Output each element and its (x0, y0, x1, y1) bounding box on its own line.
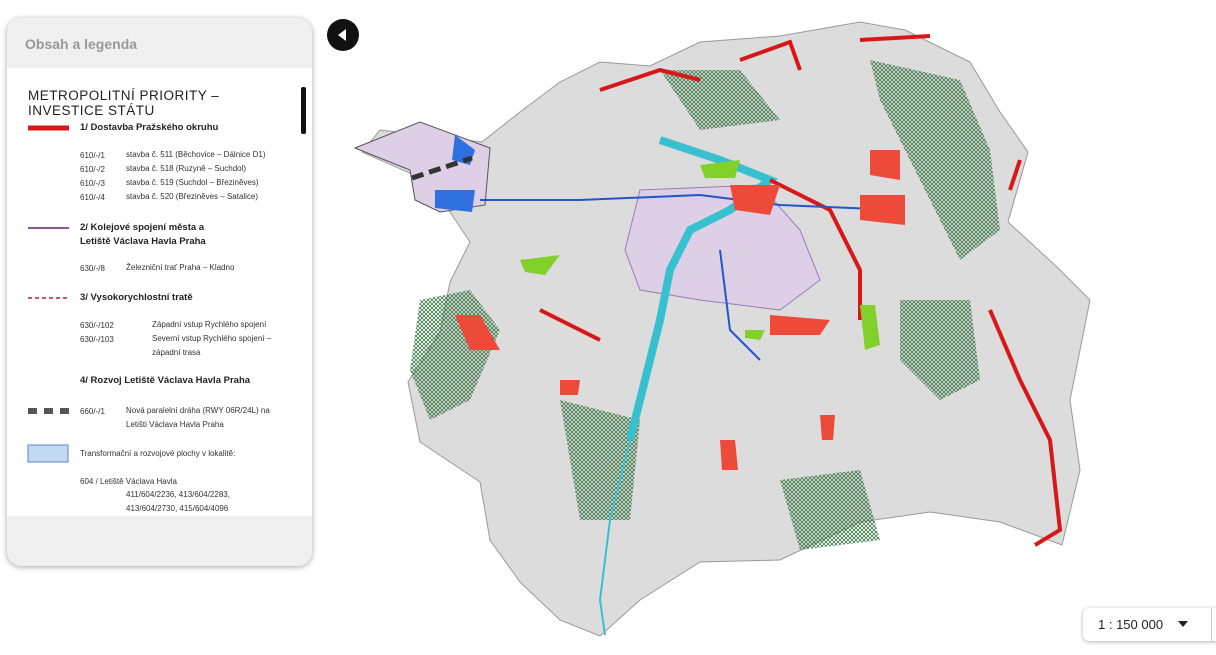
item-text: Západní vstup Rychlého spojení (152, 320, 267, 329)
scrollbar[interactable] (301, 87, 306, 134)
locality: 604 / Letiště Václava Havla (80, 477, 177, 486)
item-text: stavba č. 520 (Březiněves – Satalice) (126, 192, 259, 201)
item-code: 610/-/2 (80, 165, 105, 174)
item-text: stavba č. 511 (Běchovice – Dálnice D1) (126, 150, 266, 159)
green-belt (560, 400, 640, 520)
locality-codes: 411/604/2236, 413/604/2283, 413/604/2730… (126, 490, 230, 513)
collapse-button[interactable] (327, 19, 359, 51)
item-text: Železniční trať Praha – Kladno (126, 263, 235, 272)
legend-heading: METROPOLITNÍ PRIORITY – INVESTICE STÁTU (28, 88, 220, 118)
item-text: stavba č. 519 (Suchdol – Březiněves) (126, 178, 259, 187)
section-title: 3/ Vysokorychlostní tratě (80, 292, 193, 303)
arrow-icon (338, 29, 346, 41)
green-belt (660, 70, 780, 130)
river (626, 136, 779, 441)
scale-selector[interactable]: 1 : 150 000 (1083, 608, 1216, 641)
dev-area (455, 150, 905, 470)
green-belt (780, 470, 880, 550)
section-title: 2/ Kolejové spojení města a Letiště Václ… (80, 222, 206, 247)
item-code: 630/-/103 (80, 335, 114, 344)
legend-symbols (27, 125, 69, 463)
legend-panel: Obsah a legenda METROPOLITNÍ PRIORITY – … (7, 18, 312, 566)
divider (1211, 608, 1212, 641)
dropdown-icon (1178, 621, 1188, 627)
green-belt (870, 60, 1000, 260)
ring-road (539, 34, 1063, 547)
scale-text: 1 : 150 000 (1098, 617, 1164, 632)
item-code: 630/-/102 (80, 321, 114, 330)
airport-blue (435, 135, 475, 212)
item-text: stavba č. 518 (Ruzyně – Suchdol) (126, 164, 247, 173)
green-belt (900, 300, 980, 400)
item-code: 630/-/8 (80, 264, 105, 273)
section-title: 4/ Rozvoj Letiště Václava Havla Praha (80, 375, 251, 386)
item-text: Nová paralelní dráha (RWY 06R/24L) na Le… (126, 406, 270, 429)
transformation-text: Transformační a rozvojové plochy v lokal… (80, 449, 236, 458)
panel-title: Obsah a legenda (25, 36, 138, 52)
section-title: 1/ Dostavba Pražského okruhu (80, 122, 219, 133)
item-code: 610/-/1 (80, 151, 105, 160)
item-code: 660/-/1 (80, 407, 105, 416)
runway (411, 155, 473, 181)
legend-content[interactable]: METROPOLITNÍ PRIORITY – INVESTICE STÁTU … (7, 68, 312, 516)
item-code: 610/-/3 (80, 179, 105, 188)
river (598, 439, 631, 636)
item-code: 610/-/4 (80, 193, 105, 202)
rail (480, 193, 901, 361)
item-text: Severní vstup Rychlého spojení – západní… (152, 334, 272, 357)
